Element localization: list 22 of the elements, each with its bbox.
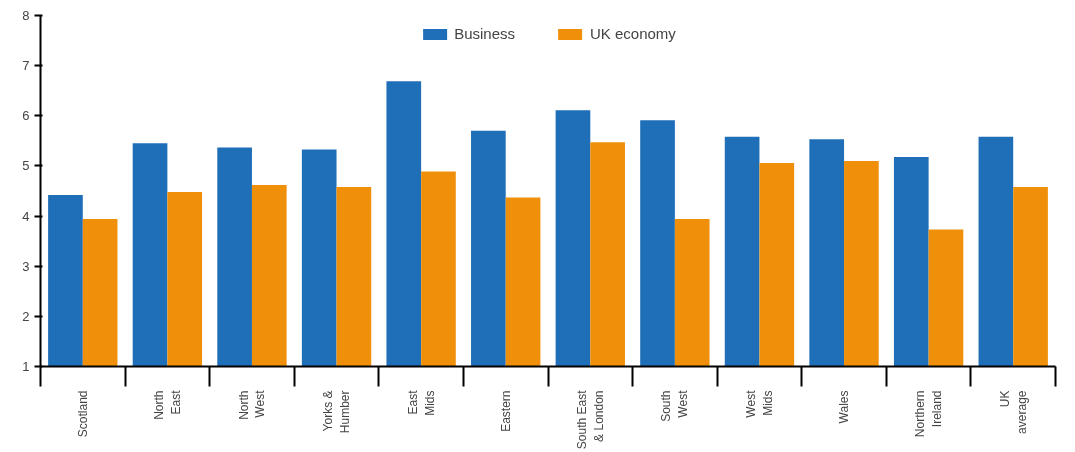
x-tick-label: UK average <box>997 390 1029 434</box>
x-tick-label: South West <box>659 389 691 422</box>
x-tick-label: South East & London <box>574 389 606 450</box>
y-tick-label: 7 <box>22 58 30 74</box>
y-tick-label: 3 <box>22 258 30 274</box>
y-tick-label: 5 <box>22 158 30 174</box>
x-tick-label: Eastern <box>498 390 513 432</box>
x-tick-label: North West <box>236 389 268 420</box>
x-tick-label: Scotland <box>75 390 90 438</box>
y-tick-label: 1 <box>22 359 30 374</box>
x-tick-label: Yorks & Humber <box>321 390 352 434</box>
x-tick-label: West Mids <box>744 389 775 418</box>
legend-label: UK economy <box>590 25 676 42</box>
x-tick-label: North East <box>151 389 183 420</box>
y-tick-label: 4 <box>22 208 30 224</box>
y-tick-label: 2 <box>22 308 30 324</box>
legend-label: Business <box>454 25 515 42</box>
x-tick-label: East Mids <box>405 389 437 416</box>
x-tick-label: Northern Ireland <box>913 390 945 438</box>
x-tick-label: Wales <box>837 390 852 424</box>
y-tick-label: 8 <box>22 8 30 23</box>
y-tick-label: 6 <box>22 108 30 124</box>
